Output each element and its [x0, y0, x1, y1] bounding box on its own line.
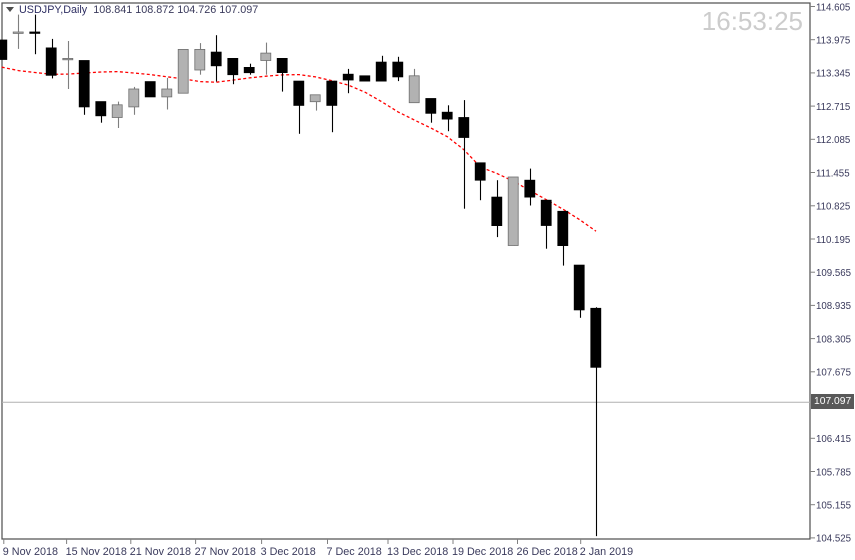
svg-text:2 Jan 2019: 2 Jan 2019 [580, 546, 633, 558]
svg-text:112.715: 112.715 [816, 102, 850, 113]
svg-text:108.305: 108.305 [816, 334, 851, 345]
svg-text:105.155: 105.155 [816, 501, 851, 512]
svg-text:109.565: 109.565 [816, 268, 851, 279]
svg-text:111.455: 111.455 [816, 168, 850, 179]
svg-text:13 Dec 2018: 13 Dec 2018 [387, 546, 448, 558]
svg-text:110.195: 110.195 [816, 235, 850, 246]
svg-text:110.825: 110.825 [816, 202, 850, 213]
svg-text:113.345: 113.345 [816, 69, 850, 80]
svg-text:3 Dec 2018: 3 Dec 2018 [261, 546, 316, 558]
svg-text:106.415: 106.415 [816, 434, 851, 445]
svg-text:26 Dec 2018: 26 Dec 2018 [517, 546, 578, 558]
svg-text:108.935: 108.935 [816, 301, 851, 312]
svg-text:19 Dec 2018: 19 Dec 2018 [452, 546, 513, 558]
svg-text:112.085: 112.085 [816, 135, 850, 146]
svg-text:107.675: 107.675 [816, 368, 851, 379]
svg-text:21 Nov 2018: 21 Nov 2018 [130, 546, 191, 558]
svg-text:27 Nov 2018: 27 Nov 2018 [195, 546, 256, 558]
svg-text:105.785: 105.785 [816, 467, 851, 478]
svg-text:9 Nov 2018: 9 Nov 2018 [3, 546, 58, 558]
svg-text:15 Nov 2018: 15 Nov 2018 [66, 546, 127, 558]
svg-text:114.605: 114.605 [816, 2, 850, 13]
svg-text:7 Dec 2018: 7 Dec 2018 [327, 546, 382, 558]
svg-text:113.975: 113.975 [816, 36, 850, 47]
svg-text:104.525: 104.525 [816, 534, 851, 545]
